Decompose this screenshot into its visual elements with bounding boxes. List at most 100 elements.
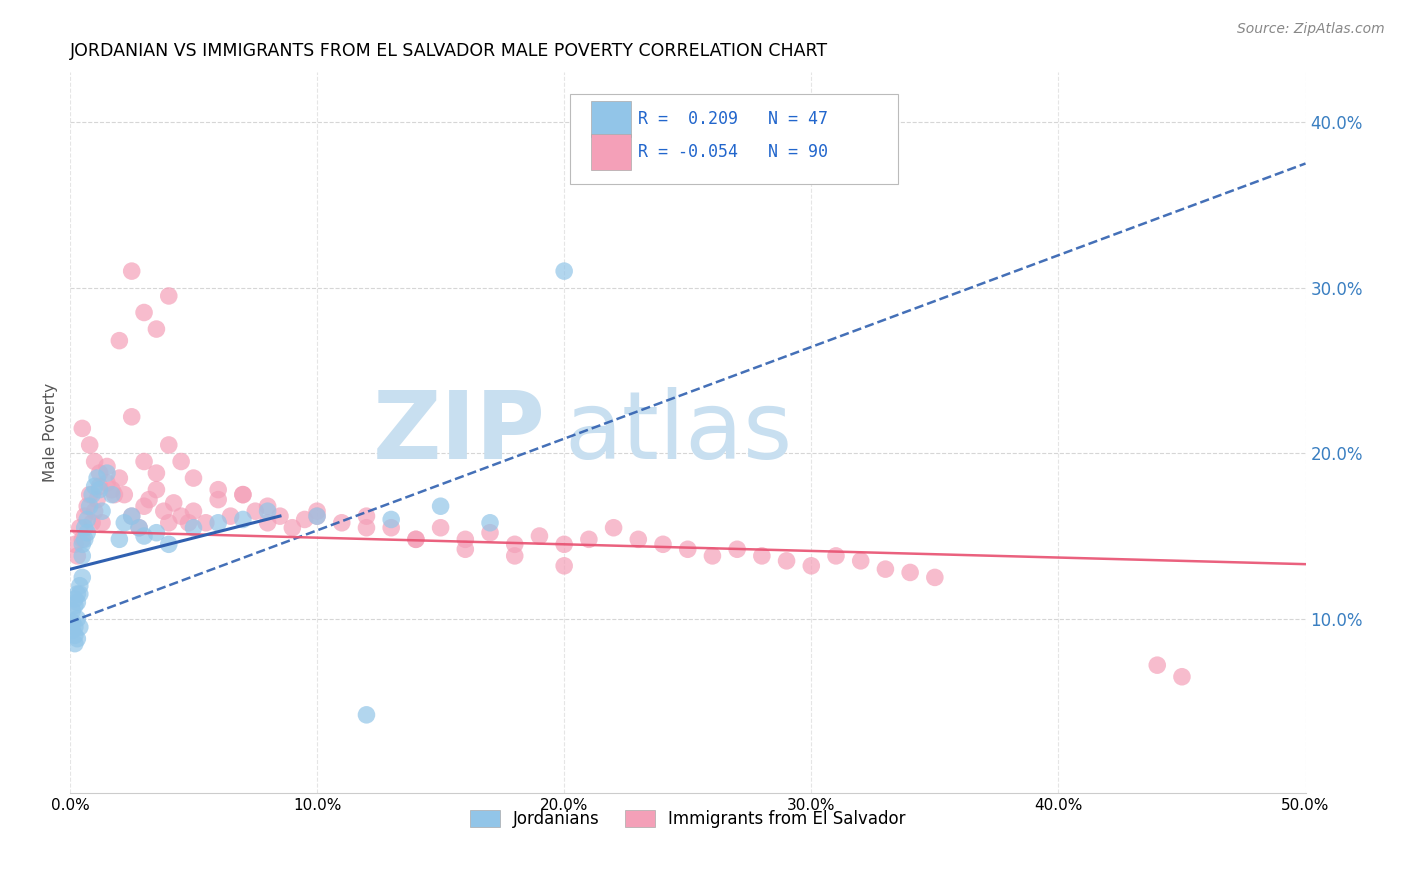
Point [163,496,186,510]
Point [69,579,91,593]
Point [69,587,91,601]
Point [83,504,105,518]
Point [627,533,650,547]
Point [281,521,304,535]
Point [89,483,111,497]
Point [76,525,98,540]
Point [76,500,98,514]
Point [183,504,205,518]
Point [145,322,167,336]
Point [269,509,291,524]
Point [170,509,193,524]
Point [89,466,111,480]
Point [69,620,91,634]
Point [177,516,200,530]
Point [72,570,94,584]
Point [79,438,101,452]
FancyBboxPatch shape [592,101,631,137]
Point [86,492,108,507]
Text: ZIP: ZIP [373,386,546,478]
Point [112,488,135,502]
Text: Source: ZipAtlas.com: Source: ZipAtlas.com [1237,22,1385,37]
Point [529,529,551,543]
Point [128,521,150,535]
Point [454,533,477,547]
Point [91,504,114,518]
Point [60,603,83,617]
Point [503,549,526,563]
Point [294,512,316,526]
Point [83,479,105,493]
Point [849,554,872,568]
Point [86,471,108,485]
Point [108,334,131,348]
Point [157,516,180,530]
Point [66,612,89,626]
Point [183,521,205,535]
Text: R =  0.209   N = 47: R = 0.209 N = 47 [638,111,828,128]
FancyBboxPatch shape [571,94,898,184]
Point [751,549,773,563]
Point [132,454,155,468]
Point [305,509,328,524]
Text: atlas: atlas [564,386,793,478]
Point [72,533,94,547]
Point [356,707,378,722]
Point [479,525,502,540]
Point [219,509,242,524]
Point [924,570,946,584]
Point [96,466,118,480]
Point [96,459,118,474]
Point [725,542,748,557]
Point [83,454,105,468]
Point [112,516,135,530]
Point [183,471,205,485]
Point [207,492,229,507]
Point [63,637,86,651]
Point [405,533,427,547]
Point [72,421,94,435]
Point [676,542,699,557]
Point [138,492,160,507]
Point [121,264,143,278]
Point [66,632,89,646]
Point [79,488,101,502]
Point [405,533,427,547]
Point [63,537,86,551]
Point [305,504,328,518]
Point [775,554,797,568]
Point [356,509,378,524]
Point [256,516,278,530]
Point [82,516,104,530]
Point [356,521,378,535]
Point [256,504,278,518]
Point [76,512,98,526]
Point [875,562,897,576]
Point [63,591,86,606]
Point [153,504,176,518]
Point [69,521,91,535]
Point [121,509,143,524]
Point [602,521,624,535]
Point [1146,658,1168,673]
Point [121,509,143,524]
Point [702,549,724,563]
Point [132,529,155,543]
Point [96,476,118,491]
Point [380,512,402,526]
Point [553,537,575,551]
Point [207,516,229,530]
Point [800,558,823,573]
Point [73,509,96,524]
Point [157,438,180,452]
Point [194,516,217,530]
Legend: Jordanians, Immigrants from El Salvador: Jordanians, Immigrants from El Salvador [463,803,912,835]
Point [305,509,328,524]
Point [108,471,131,485]
Y-axis label: Male Poverty: Male Poverty [44,383,58,482]
Point [89,479,111,493]
Point [429,521,451,535]
Point [101,483,124,497]
Text: JORDANIAN VS IMMIGRANTS FROM EL SALVADOR MALE POVERTY CORRELATION CHART: JORDANIAN VS IMMIGRANTS FROM EL SALVADOR… [70,42,828,60]
Point [72,537,94,551]
